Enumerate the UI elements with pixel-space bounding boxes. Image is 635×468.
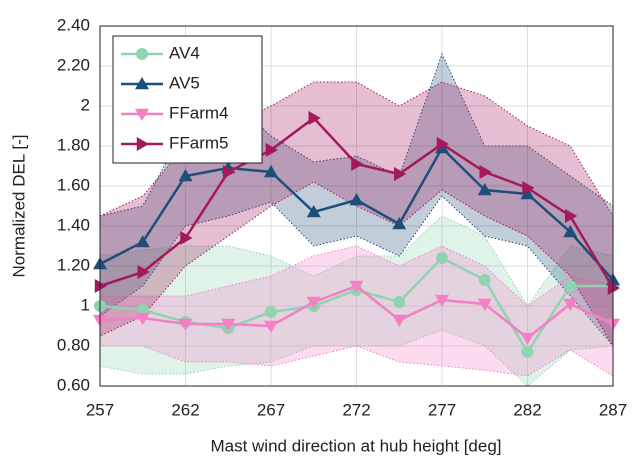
y-tick-label: 2.20: [57, 55, 90, 74]
x-tick-label: 262: [171, 400, 199, 419]
marker: [221, 318, 236, 331]
marker: [135, 235, 150, 248]
y-tick-label: 0.60: [57, 375, 90, 394]
marker: [435, 294, 449, 307]
x-axis-label: Mast wind direction at hub height [deg]: [210, 436, 501, 455]
legend-label: AV5: [169, 73, 200, 92]
y-tick-label: 1.80: [57, 135, 90, 154]
y-tick-label: 1.60: [57, 175, 90, 194]
marker: [264, 320, 278, 333]
marker: [137, 265, 150, 279]
marker: [94, 279, 107, 293]
marker: [135, 312, 150, 325]
marker: [351, 157, 364, 171]
marker: [135, 108, 149, 121]
y-tick-label: 0.80: [57, 335, 90, 354]
x-tick-label: 277: [428, 400, 456, 419]
marker: [563, 298, 578, 311]
y-tick-label: 2.40: [57, 15, 90, 34]
legend-label: FFarm5: [169, 133, 229, 152]
plot-frame: [99, 25, 614, 387]
marker: [136, 48, 148, 60]
marker: [180, 231, 193, 245]
marker: [564, 280, 577, 292]
marker: [436, 137, 449, 151]
x-tick-label: 267: [257, 400, 285, 419]
y-tick-label: 1.20: [57, 255, 90, 274]
marker: [265, 143, 278, 157]
marker: [178, 169, 193, 182]
marker: [565, 209, 578, 223]
y-tick-label: 2: [81, 95, 90, 114]
marker: [136, 137, 149, 151]
marker: [521, 346, 534, 358]
marker: [436, 252, 448, 264]
x-tick-label: 272: [342, 400, 370, 419]
y-tick-label: 1: [81, 295, 90, 314]
marker: [306, 296, 321, 309]
marker: [393, 296, 406, 308]
marker: [306, 205, 321, 218]
marker: [477, 298, 492, 311]
marker: [392, 217, 407, 230]
marker: [349, 193, 364, 206]
marker: [520, 187, 535, 200]
marker: [264, 165, 278, 178]
marker: [308, 111, 321, 125]
marker: [178, 318, 193, 331]
marker: [563, 225, 578, 238]
y-tick-label: 1.40: [57, 215, 90, 234]
x-tick-label: 257: [86, 400, 114, 419]
marker: [135, 77, 149, 90]
marker: [522, 181, 535, 195]
marker: [520, 332, 535, 345]
marker: [478, 274, 491, 286]
legend: AV4 AV5 FFarm4 FFarm5: [112, 35, 263, 164]
legend-label: FFarm4: [169, 103, 229, 122]
marker: [607, 281, 620, 295]
legend-label: AV4: [169, 43, 200, 62]
marker: [223, 165, 236, 179]
marker: [479, 165, 492, 179]
marker: [265, 306, 277, 318]
band: [99, 215, 614, 387]
x-tick-label: 282: [513, 400, 541, 419]
marker: [349, 280, 364, 293]
x-tick-label: 287: [599, 400, 627, 419]
marker: [392, 314, 407, 327]
y-axis-label: Normalized DEL [-]: [9, 135, 28, 278]
marker: [394, 167, 407, 181]
marker: [477, 183, 492, 196]
